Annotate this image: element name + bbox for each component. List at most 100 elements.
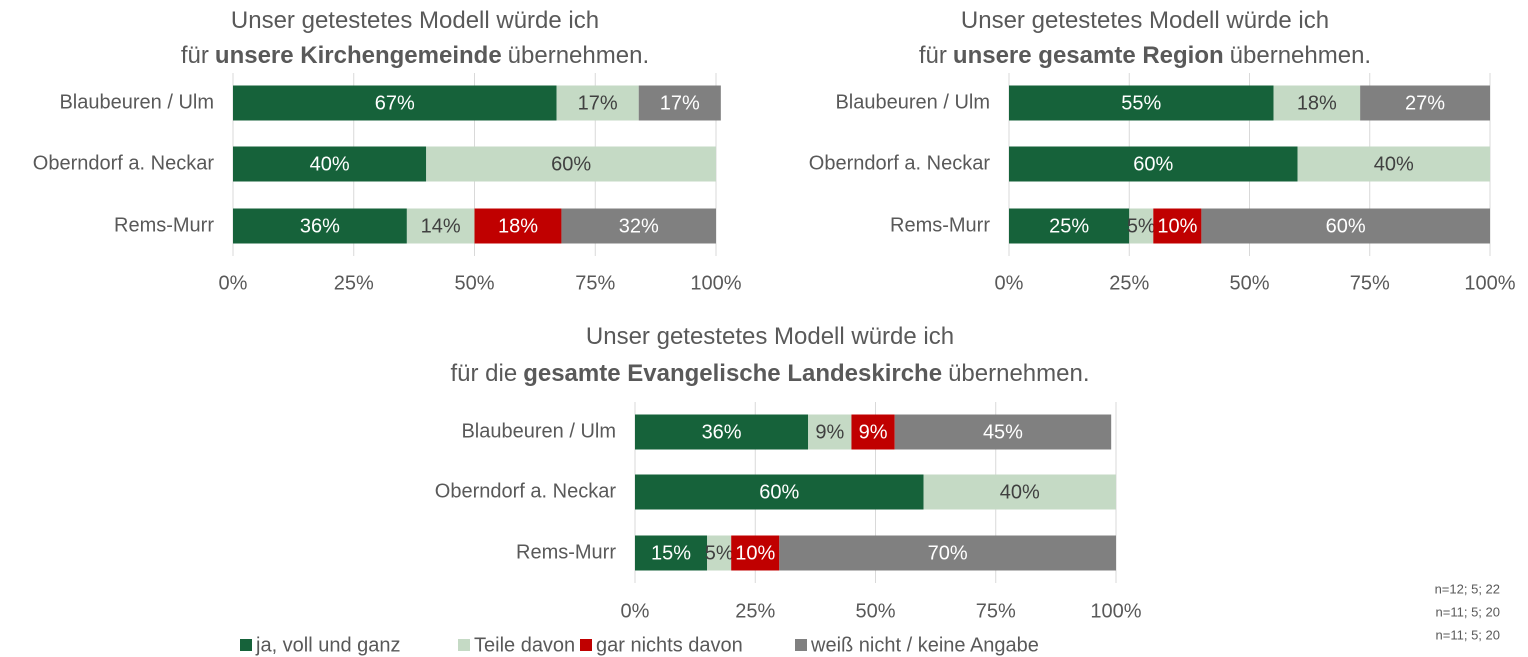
bar-segment [1009, 85, 1274, 121]
bar-segment [638, 85, 721, 121]
value-label: 60% [551, 153, 591, 175]
bar-segment [1129, 208, 1154, 244]
x-tick-label: 100% [1464, 272, 1515, 294]
x-tick-label: 0% [621, 600, 650, 622]
value-label: 32% [619, 215, 659, 237]
value-label: 5% [1127, 215, 1156, 237]
value-label: 17% [660, 92, 700, 114]
legend-swatch [240, 639, 252, 651]
chart-title: Unser getestetes Modell würde ich [586, 323, 954, 350]
title-segment: für die [450, 360, 517, 387]
bar-segment [635, 474, 924, 510]
x-tick-label: 25% [334, 272, 374, 294]
value-label: 36% [702, 421, 742, 443]
bar-segment [731, 535, 780, 571]
value-label: 40% [1000, 481, 1040, 503]
x-tick-label: 25% [735, 600, 775, 622]
bar-segment [1297, 146, 1490, 182]
category-label: Blaubeuren / Ulm [461, 420, 616, 442]
value-label: 40% [310, 153, 350, 175]
bar-segment [1009, 146, 1298, 182]
chart-title: für unsere gesamte Region übernehmen. [919, 42, 1371, 69]
category-label: Rems-Murr [114, 214, 214, 236]
bar-segment [1201, 208, 1490, 244]
bar-segment [923, 474, 1116, 510]
bar-segment [779, 535, 1116, 571]
value-label: 60% [759, 481, 799, 503]
value-label: 40% [1374, 153, 1414, 175]
category-label: Oberndorf a. Neckar [435, 480, 617, 502]
bar-segment [233, 146, 427, 182]
chart-title: für unsere Kirchengemeinde übernehmen. [181, 42, 649, 69]
bar-segment [406, 208, 475, 244]
bar-segment [426, 146, 716, 182]
x-tick-label: 0% [219, 272, 248, 294]
value-label: 55% [1121, 92, 1161, 114]
bar-segment [1009, 208, 1130, 244]
value-label: 18% [1297, 92, 1337, 114]
title-segment: Unser getestetes Modell würde ich [586, 323, 954, 350]
footnote: n=11; 5; 20 [1436, 627, 1500, 642]
legend-label: Teile davon [474, 634, 575, 656]
value-label: 5% [705, 542, 734, 564]
value-label: 9% [815, 421, 844, 443]
bar-segment [556, 85, 639, 121]
bar-segment [233, 85, 557, 121]
bar-segment [561, 208, 716, 244]
bar-segment [707, 535, 732, 571]
value-label: 25% [1049, 215, 1089, 237]
title-segment: übernehmen. [1230, 42, 1371, 69]
title-segment: übernehmen. [948, 360, 1089, 387]
bar-segment [635, 535, 708, 571]
category-label: Blaubeuren / Ulm [835, 91, 990, 113]
value-label: 27% [1405, 92, 1445, 114]
category-label: Oberndorf a. Neckar [33, 152, 215, 174]
category-label: Blaubeuren / Ulm [59, 91, 214, 113]
bar-segment [233, 208, 407, 244]
value-label: 70% [928, 542, 968, 564]
bar-segment [808, 414, 852, 450]
category-label: Rems-Murr [516, 541, 616, 563]
value-label: 9% [859, 421, 888, 443]
value-label: 60% [1326, 215, 1366, 237]
legend-swatch [458, 639, 470, 651]
title-segment: für [181, 42, 209, 69]
bar-segment [894, 414, 1112, 450]
value-label: 36% [300, 215, 340, 237]
bar-segment [635, 414, 809, 450]
x-tick-label: 75% [1350, 272, 1390, 294]
x-tick-label: 0% [995, 272, 1024, 294]
value-label: 17% [578, 92, 618, 114]
legend-label: weiß nicht / keine Angabe [810, 634, 1039, 656]
value-label: 67% [375, 92, 415, 114]
value-label: 14% [421, 215, 461, 237]
x-tick-label: 25% [1109, 272, 1149, 294]
legend-swatch [580, 639, 592, 651]
footnote: n=11; 5; 20 [1436, 604, 1500, 619]
x-tick-label: 50% [454, 272, 494, 294]
title-segment: unsere gesamte Region [953, 42, 1224, 69]
bar-segment [1360, 85, 1490, 121]
chart-title: Unser getestetes Modell würde ich [231, 7, 599, 34]
legend-label: gar nichts davon [596, 634, 743, 656]
bar-segment [1273, 85, 1361, 121]
category-label: Oberndorf a. Neckar [809, 152, 991, 174]
x-tick-label: 75% [976, 600, 1016, 622]
value-label: 15% [651, 542, 691, 564]
bar-segment [474, 208, 562, 244]
x-tick-label: 50% [1229, 272, 1269, 294]
title-segment: Unser getestetes Modell würde ich [231, 7, 599, 34]
x-tick-label: 100% [1090, 600, 1141, 622]
bar-segment [1153, 208, 1202, 244]
title-segment: Unser getestetes Modell würde ich [961, 7, 1329, 34]
value-label: 10% [735, 542, 775, 564]
title-segment: unsere Kirchengemeinde [215, 42, 502, 69]
x-tick-label: 100% [690, 272, 741, 294]
value-label: 60% [1133, 153, 1173, 175]
x-tick-label: 75% [575, 272, 615, 294]
chart-title: für die gesamte Evangelische Landeskirche… [450, 360, 1089, 387]
value-label: 18% [498, 215, 538, 237]
category-label: Rems-Murr [890, 214, 990, 236]
bar-segment [851, 414, 895, 450]
